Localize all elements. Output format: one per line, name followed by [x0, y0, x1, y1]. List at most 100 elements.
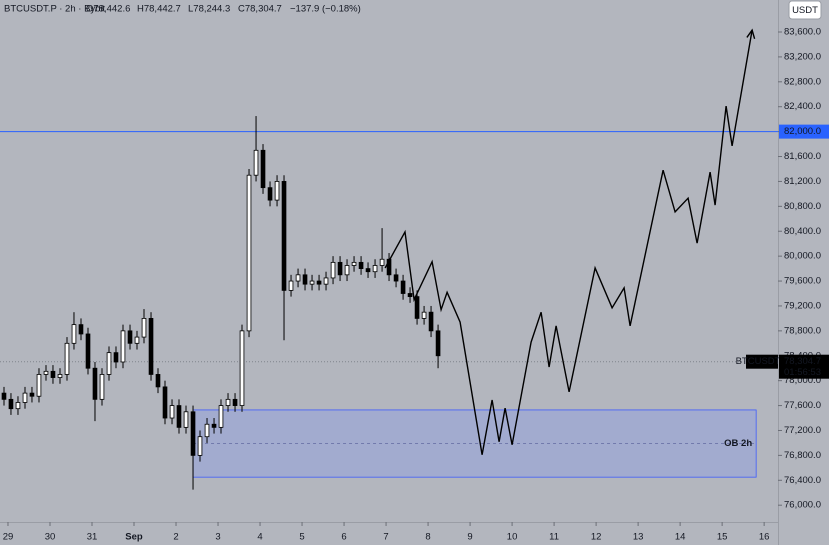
x-tick-label: 12 [591, 532, 602, 543]
candle-body [344, 265, 350, 276]
candle-body [421, 311, 427, 319]
x-tick-label: 11 [549, 532, 559, 543]
x-tick-label: 14 [675, 532, 686, 543]
candle-body [155, 374, 161, 388]
candle-body [330, 261, 336, 279]
candle-body [400, 280, 406, 294]
candle-body [169, 405, 175, 419]
x-tick-label: 10 [507, 532, 518, 543]
candle-body [29, 392, 35, 397]
currency-button[interactable] [788, 0, 822, 20]
candle-body [64, 342, 70, 375]
y-tick-label: 82,800.0 [784, 76, 821, 87]
candle-body [253, 149, 259, 176]
ohlc-open: O78,442.6 [86, 4, 130, 15]
candle-body [183, 411, 189, 428]
candle-body [351, 261, 357, 266]
candle-body [106, 352, 112, 375]
x-tick-label: 2 [173, 532, 178, 543]
y-tick-label: 76,800.0 [784, 450, 821, 461]
candle-body [43, 370, 49, 375]
candle-body [407, 293, 413, 298]
candle-body [113, 352, 119, 363]
level-label-box [779, 124, 829, 139]
candle-body [162, 386, 168, 419]
y-tick-label: 83,600.0 [784, 27, 821, 38]
x-tick-label: 4 [257, 532, 262, 543]
candle-body [309, 280, 315, 285]
candle-body [15, 402, 21, 410]
countdown-label: 01:56:53 [784, 367, 821, 378]
x-tick-label: 6 [341, 532, 346, 543]
candle-body [71, 324, 77, 344]
x-tick-label: 29 [3, 532, 14, 543]
candle-body [141, 318, 147, 338]
candle-body [274, 181, 280, 201]
candle-body [232, 398, 238, 406]
x-tick-label: 31 [87, 532, 98, 543]
y-tick-label: 76,400.0 [784, 475, 821, 486]
candle-body [414, 296, 420, 319]
ohlc-low: L78,244.3 [188, 4, 230, 15]
candle-body [85, 333, 91, 369]
order-block-label: OB 2h [724, 438, 752, 449]
y-tick-label: 80,400.0 [784, 226, 821, 237]
x-tick-label: 30 [45, 532, 56, 543]
y-tick-label: 82,400.0 [784, 101, 821, 112]
candle-body [379, 258, 385, 266]
candle-body [295, 274, 301, 282]
candle-body [323, 277, 329, 285]
x-tick-label: 13 [633, 532, 644, 543]
header: BTCUSDT.P · 2h · Bybit O78,442.6 H78,442… [4, 4, 361, 15]
candle-body [337, 261, 343, 276]
candle-body [204, 423, 210, 438]
candle-body [372, 265, 378, 273]
candle-body [358, 261, 364, 269]
y-tick-label: 78,000.0 [784, 375, 821, 386]
candle-body [428, 311, 434, 332]
candle-body [50, 370, 56, 378]
candle-body [57, 374, 63, 378]
x-tick-label: Sep [125, 532, 143, 543]
last-price-label: 78,304.7 [784, 356, 821, 367]
x-tick-label: 3 [215, 532, 220, 543]
currency[interactable]: USDT [792, 5, 818, 16]
candle-body [260, 149, 266, 189]
candle-body [393, 274, 399, 282]
candle-body [22, 392, 28, 403]
last-price-box [779, 354, 829, 379]
candle-body [36, 374, 42, 397]
candle-body [218, 405, 224, 428]
candle-body [190, 411, 196, 456]
y-tick-label: 79,200.0 [784, 300, 821, 311]
symbol: BTCUSDT.P · 2h · Bybit [4, 4, 106, 15]
y-tick-label: 77,600.0 [784, 400, 821, 411]
candle-body [127, 330, 133, 344]
candle-body [288, 280, 294, 291]
candle-body [246, 174, 252, 332]
candle-body [8, 398, 14, 410]
candle-body [1, 392, 7, 400]
x-tick-label: 15 [717, 532, 728, 543]
y-tick-label: 83,200.0 [784, 51, 821, 62]
candle-body [239, 330, 245, 406]
ohlc-high: H78,442.7 [137, 4, 181, 15]
symbol-label-box [746, 354, 778, 369]
y-tick-label: 79,600.0 [784, 276, 821, 287]
projection-path [384, 29, 753, 455]
y-tick-label: 76,000.0 [784, 500, 821, 511]
candle-body [176, 405, 182, 428]
y-tick-label: 80,000.0 [784, 251, 821, 262]
candle-body [92, 367, 98, 400]
x-tick-label: 7 [383, 532, 388, 543]
candle-body [78, 324, 84, 335]
x-tick-label: 5 [299, 532, 304, 543]
candle-body [148, 318, 154, 375]
x-tick-label: 9 [467, 532, 472, 543]
candle-body [267, 187, 273, 201]
candle-body [386, 258, 392, 276]
candle-body [302, 274, 308, 285]
candle-body [99, 374, 105, 400]
level-label: 82,000.0 [784, 126, 821, 137]
